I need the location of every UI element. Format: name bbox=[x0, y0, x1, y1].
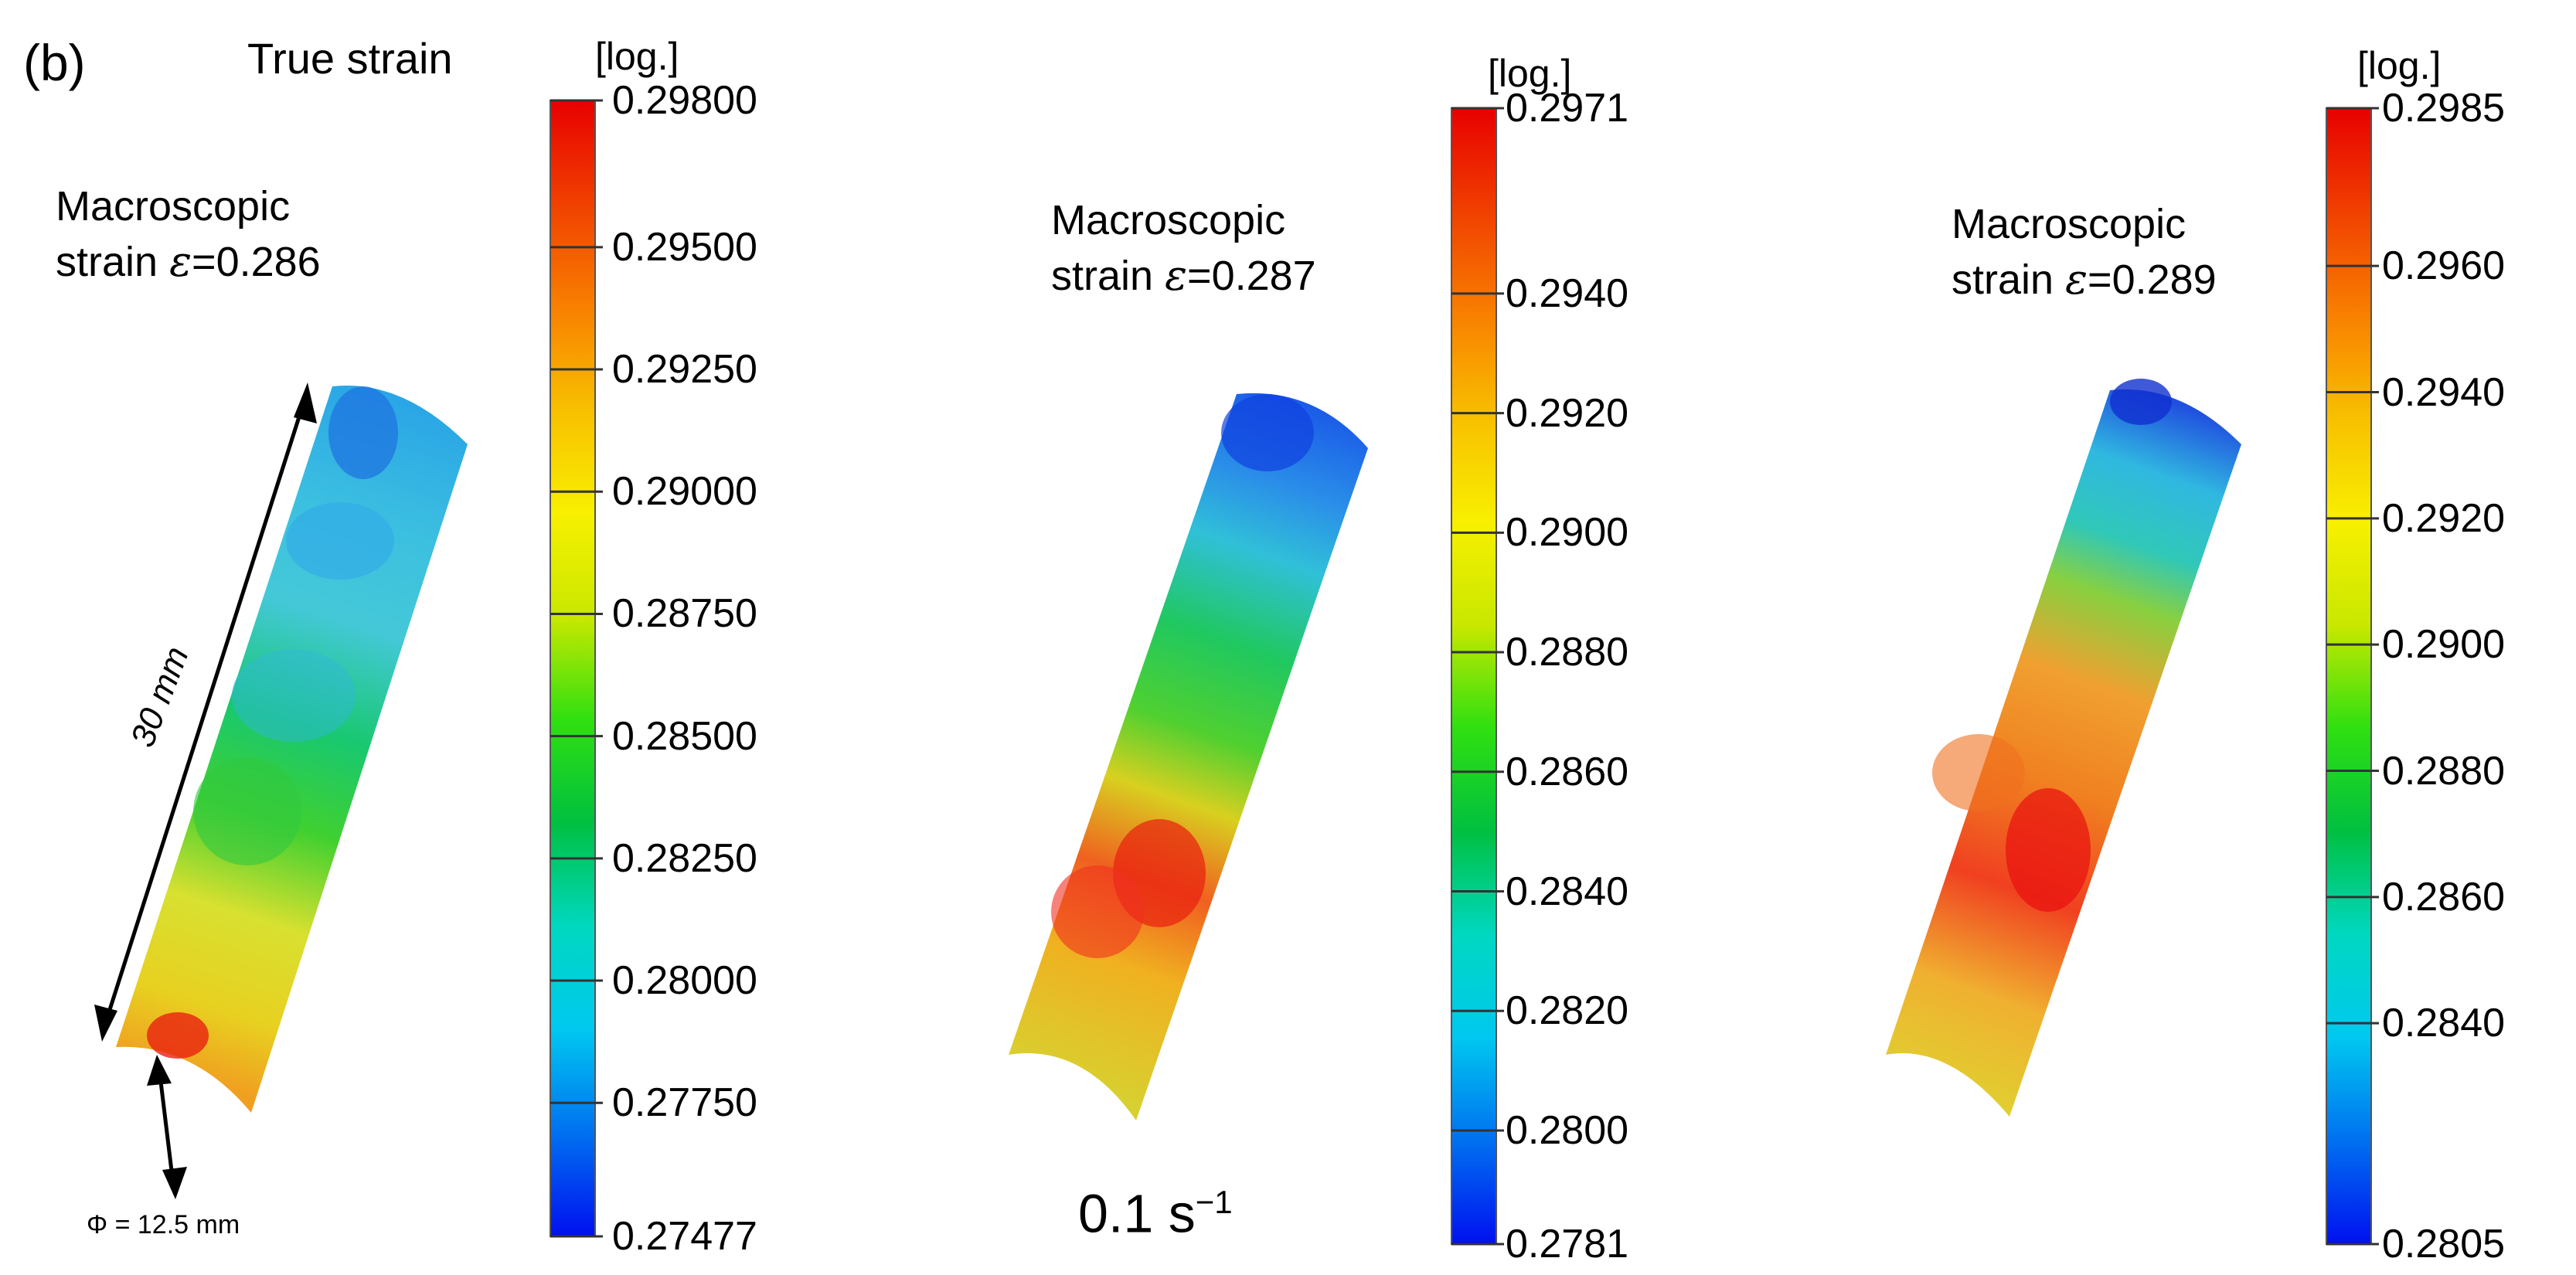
colorbar-tick-label: 0.2985 bbox=[2382, 86, 2506, 131]
specimen-3 bbox=[1886, 379, 2241, 1117]
colorbars bbox=[550, 99, 2379, 1246]
colorbar-tick-label: 0.2860 bbox=[2382, 874, 2506, 920]
colorbar-tick-label: 0.2800 bbox=[1506, 1108, 1629, 1153]
macro-strain-label-3: Macroscopic strain ε=0.289 bbox=[1952, 197, 2217, 308]
colorbar-tick-label: 0.29250 bbox=[612, 347, 757, 393]
colorbar-tick-label: 0.29500 bbox=[612, 224, 757, 270]
colorbar-tick-label: 0.27477 bbox=[612, 1214, 757, 1259]
colorbar-tick-label: 0.29000 bbox=[612, 469, 757, 515]
macro-strain-line1: Macroscopic bbox=[56, 183, 291, 230]
colorbar-tick-label: 0.28000 bbox=[612, 958, 757, 1004]
macro-strain-label-1: Macroscopic strain ε=0.286 bbox=[56, 179, 321, 291]
colorbar-tick-label: 0.2940 bbox=[1506, 270, 1629, 316]
colorbar-tick-label: 0.2971 bbox=[1506, 86, 1629, 131]
specimen-1 bbox=[116, 385, 468, 1113]
macro-strain-line2: strain ε=0.286 bbox=[56, 237, 321, 287]
colorbar-1 bbox=[550, 100, 596, 1237]
colorbar-tick-label: 0.2860 bbox=[1506, 749, 1629, 794]
colorbar-tick-label: 0.2840 bbox=[1506, 869, 1629, 914]
colorbar-title: True strain bbox=[247, 34, 453, 83]
panel-label: (b) bbox=[23, 34, 86, 91]
length-dimension-arrow bbox=[94, 382, 317, 1042]
colorbar-tick-label: 0.2820 bbox=[1506, 988, 1629, 1034]
colorbar-2 bbox=[1451, 107, 1497, 1245]
colorbar-tick-label: 0.2920 bbox=[1506, 390, 1629, 436]
specimen-2 bbox=[1009, 393, 1368, 1120]
colorbar-tick-label: 0.27750 bbox=[612, 1080, 757, 1126]
colorbar-tick-label: 0.28250 bbox=[612, 835, 757, 881]
colorbar-tick-label: 0.2880 bbox=[1506, 630, 1629, 675]
macro-strain-line2: strain ε=0.287 bbox=[1051, 251, 1316, 301]
colorbar-tick-label: 0.29800 bbox=[612, 78, 757, 123]
colorbar-tick-label: 0.28500 bbox=[612, 713, 757, 759]
colorbar-tick-label: 0.2805 bbox=[2382, 1222, 2506, 1266]
colorbar-tick-label: 0.28750 bbox=[612, 591, 757, 637]
colorbar-tick-label: 0.2940 bbox=[2382, 369, 2506, 415]
macro-strain-line1: Macroscopic bbox=[1952, 201, 2186, 247]
macro-strain-line1: Macroscopic bbox=[1051, 197, 1286, 243]
diameter-dimension-arrow bbox=[147, 1055, 187, 1199]
diameter-label: Φ = 12.5 mm bbox=[87, 1210, 240, 1239]
macro-strain-label-2: Macroscopic strain ε=0.287 bbox=[1051, 193, 1316, 304]
colorbar-3 bbox=[2326, 107, 2372, 1245]
unit-label-1: [log.] bbox=[595, 35, 679, 78]
colorbar-tick-label: 0.2960 bbox=[2382, 243, 2506, 289]
colorbar-tick-label: 0.2920 bbox=[2382, 495, 2506, 541]
colorbar-tick-label: 0.2781 bbox=[1506, 1222, 1629, 1266]
unit-label-3: [log.] bbox=[2357, 44, 2442, 87]
colorbar-tick-label: 0.2900 bbox=[2382, 622, 2506, 668]
macro-strain-line2: strain ε=0.289 bbox=[1952, 255, 2217, 304]
colorbar-tick-label: 0.2900 bbox=[1506, 510, 1629, 556]
unit-label-2: [log.] bbox=[1488, 52, 1572, 95]
strain-rate-label: 0.1 s−1 bbox=[1078, 1183, 1233, 1244]
colorbar-tick-label: 0.2880 bbox=[2382, 748, 2506, 794]
colorbar-tick-label: 0.2840 bbox=[2382, 1001, 2506, 1046]
